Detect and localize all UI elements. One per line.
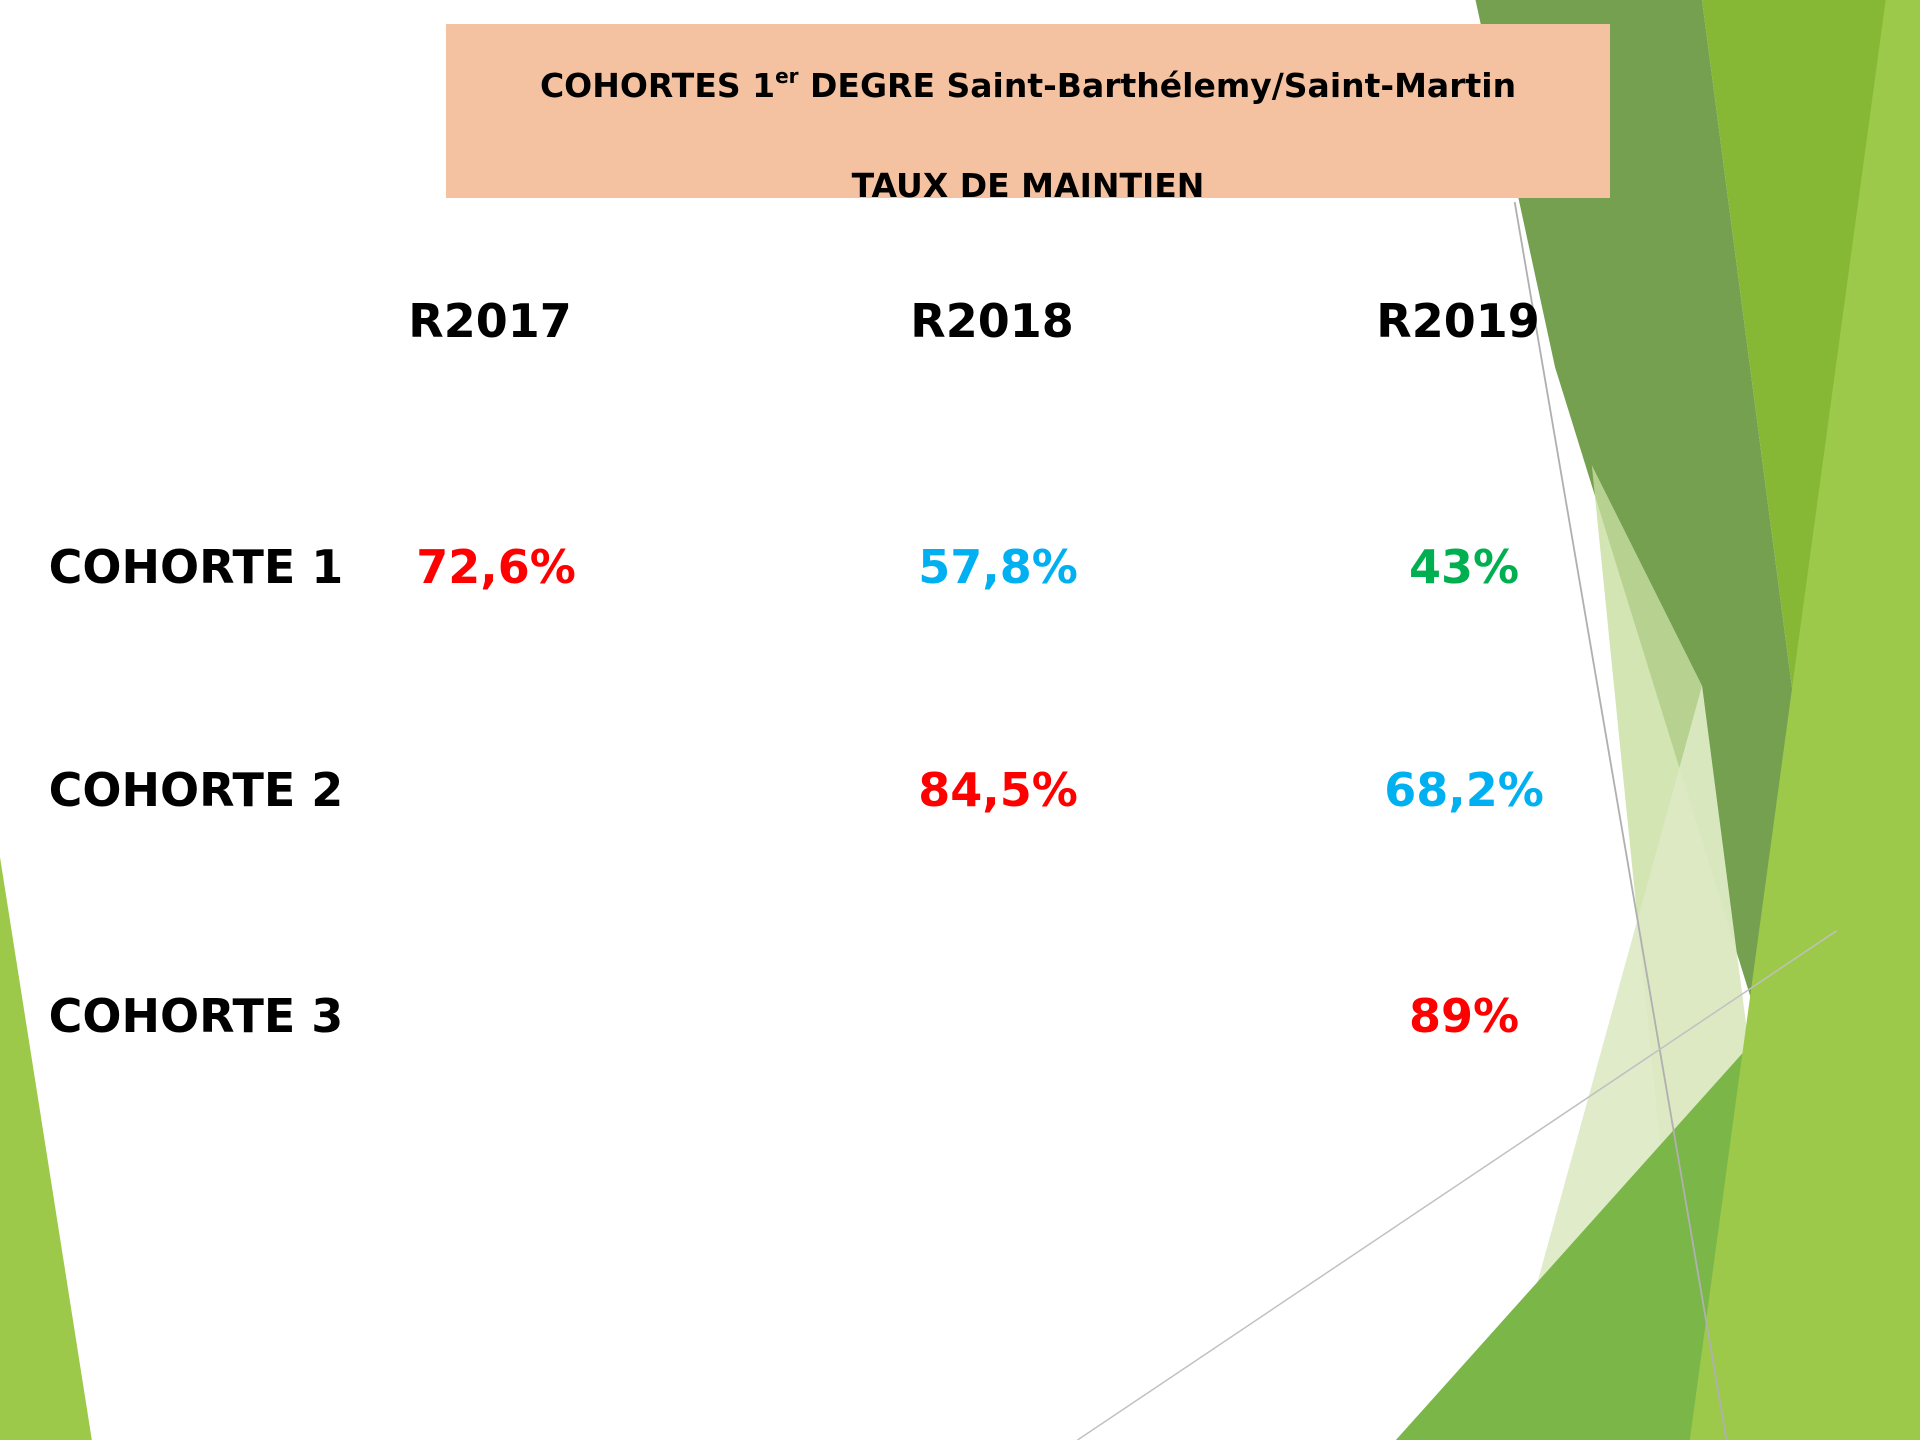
decoration	[0, 0, 1920, 1440]
column-header: R2017	[408, 294, 571, 348]
row-label: COHORTE 1	[49, 540, 344, 594]
column-header: R2018	[910, 294, 1073, 348]
row-label: COHORTE 3	[49, 989, 344, 1043]
cell-value: 68,2%	[1384, 763, 1544, 817]
cell-value: 89%	[1409, 989, 1519, 1043]
title: COHORTES 1er DEGRE Saint-Barthélemy/Sain…	[446, 64, 1610, 105]
slide: COHORTES 1er DEGRE Saint-Barthélemy/Sain…	[0, 0, 1920, 1440]
cell-value: 72,6%	[416, 540, 576, 594]
title-text: DEGRE Saint-Barthélemy/Saint-Martin	[799, 66, 1517, 105]
cell-value: 43%	[1409, 540, 1519, 594]
header: COHORTES 1er DEGRE Saint-Barthélemy/Sain…	[446, 24, 1610, 198]
cell-value: 84,5%	[918, 763, 1078, 817]
column-header: R2019	[1376, 294, 1539, 348]
subtitle: TAUX DE MAINTIEN	[446, 166, 1610, 205]
cell-value: 57,8%	[918, 540, 1078, 594]
title-text: COHORTES 1	[540, 66, 775, 105]
row-label: COHORTE 2	[49, 763, 344, 817]
left-triangle	[0, 857, 92, 1440]
title-superscript: er	[775, 64, 798, 88]
